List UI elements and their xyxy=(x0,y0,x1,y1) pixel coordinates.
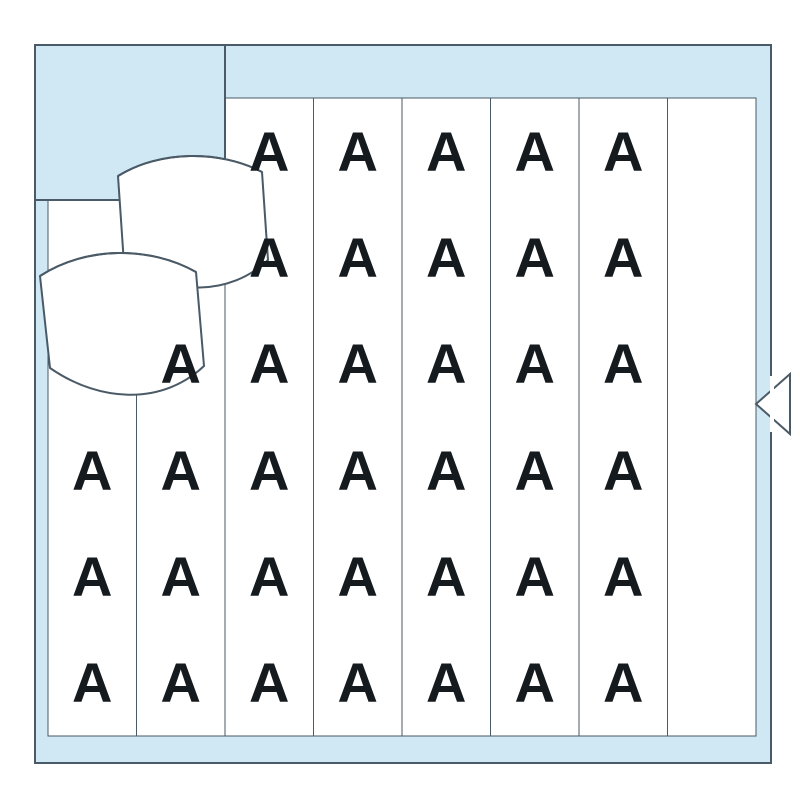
label-card-illustration: AAAAAAAAAAAAAAAAAAAAAAAAAAAAAAAAAAAAA xyxy=(0,0,800,800)
svg-layer xyxy=(0,0,800,800)
peeled-label xyxy=(40,253,204,395)
